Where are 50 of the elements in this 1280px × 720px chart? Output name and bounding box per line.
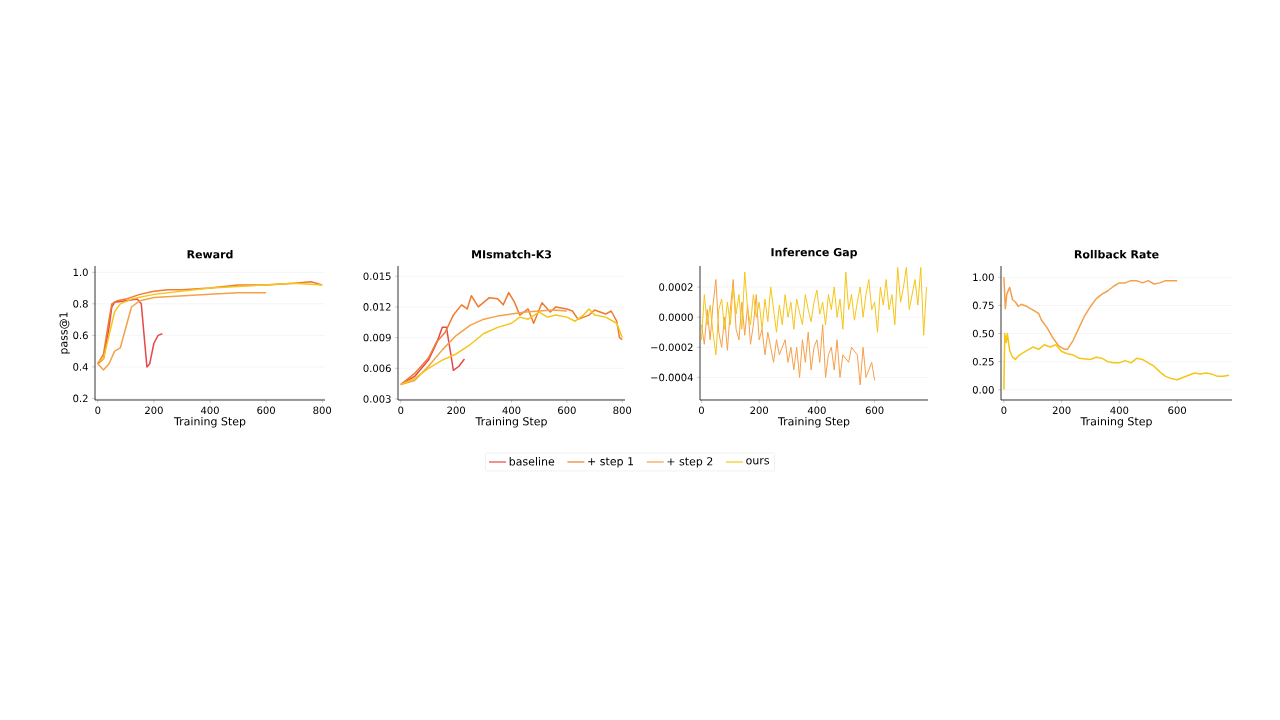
y-tick-label: −0.0002 — [651, 343, 693, 352]
y-axis-title: pass@1 — [59, 312, 70, 354]
x-tick-label: 0 — [1001, 406, 1007, 415]
chart-title: Inference Gap — [771, 247, 858, 259]
y-tick-label: 0.015 — [363, 272, 391, 280]
y-tick-label: 0.50 — [972, 329, 994, 338]
x-tick-label: 400 — [200, 406, 219, 415]
x-tick-label: 600 — [1168, 406, 1187, 415]
chart-title: MIsmatch-K3 — [472, 249, 552, 259]
x-axis-title: Training Step — [174, 416, 246, 428]
x-tick-label: 0 — [95, 406, 101, 415]
legend-label: + step 1 — [588, 457, 634, 468]
y-tick-label: 0.2 — [73, 394, 88, 403]
y-tick-label: 0.006 — [363, 364, 391, 373]
y-tick-label: −0.0004 — [651, 373, 693, 382]
y-tick-label: 0.0002 — [659, 283, 693, 291]
x-tick-label: 800 — [613, 406, 632, 415]
x-tick-label: 600 — [558, 406, 576, 415]
x-tick-label: 400 — [807, 406, 826, 415]
x-tick-label: 600 — [257, 406, 275, 415]
y-tick-label: 0.012 — [363, 303, 391, 311]
y-tick-label: 1.00 — [973, 273, 994, 282]
y-tick-label: 0.0000 — [659, 313, 693, 321]
y-tick-label: 0.8 — [73, 300, 88, 308]
x-tick-label: 200 — [447, 406, 466, 415]
x-tick-label: 0 — [698, 406, 704, 415]
x-tick-label: 800 — [313, 406, 332, 415]
y-tick-label: 0.003 — [363, 395, 391, 403]
y-tick-label: 0.6 — [73, 331, 88, 340]
x-tick-label: 200 — [1052, 406, 1071, 415]
legend-label: baseline — [509, 457, 555, 466]
chart-title: Rollback Rate — [1074, 249, 1159, 259]
x-axis-title: Training Step — [475, 416, 547, 428]
x-tick-label: 400 — [502, 406, 521, 415]
y-tick-label: 0.009 — [363, 333, 391, 342]
y-tick-label: 0.00 — [972, 386, 994, 394]
x-tick-label: 600 — [865, 406, 884, 415]
chart-title: Reward — [187, 249, 233, 259]
x-tick-label: 200 — [145, 406, 163, 415]
y-tick-label: 0.25 — [972, 357, 994, 366]
y-tick-label: 0.4 — [73, 363, 88, 371]
legend-label: + step 2 — [667, 457, 713, 468]
x-tick-label: 400 — [1110, 406, 1129, 415]
x-axis-title: Training Step — [1080, 416, 1152, 428]
legend-label: ours — [746, 458, 770, 465]
x-tick-label: 200 — [750, 406, 769, 415]
y-tick-label: 0.75 — [972, 301, 994, 310]
x-tick-label: 0 — [398, 406, 404, 415]
x-axis-title: Training Step — [778, 416, 850, 428]
y-tick-label: 1.0 — [73, 268, 88, 277]
